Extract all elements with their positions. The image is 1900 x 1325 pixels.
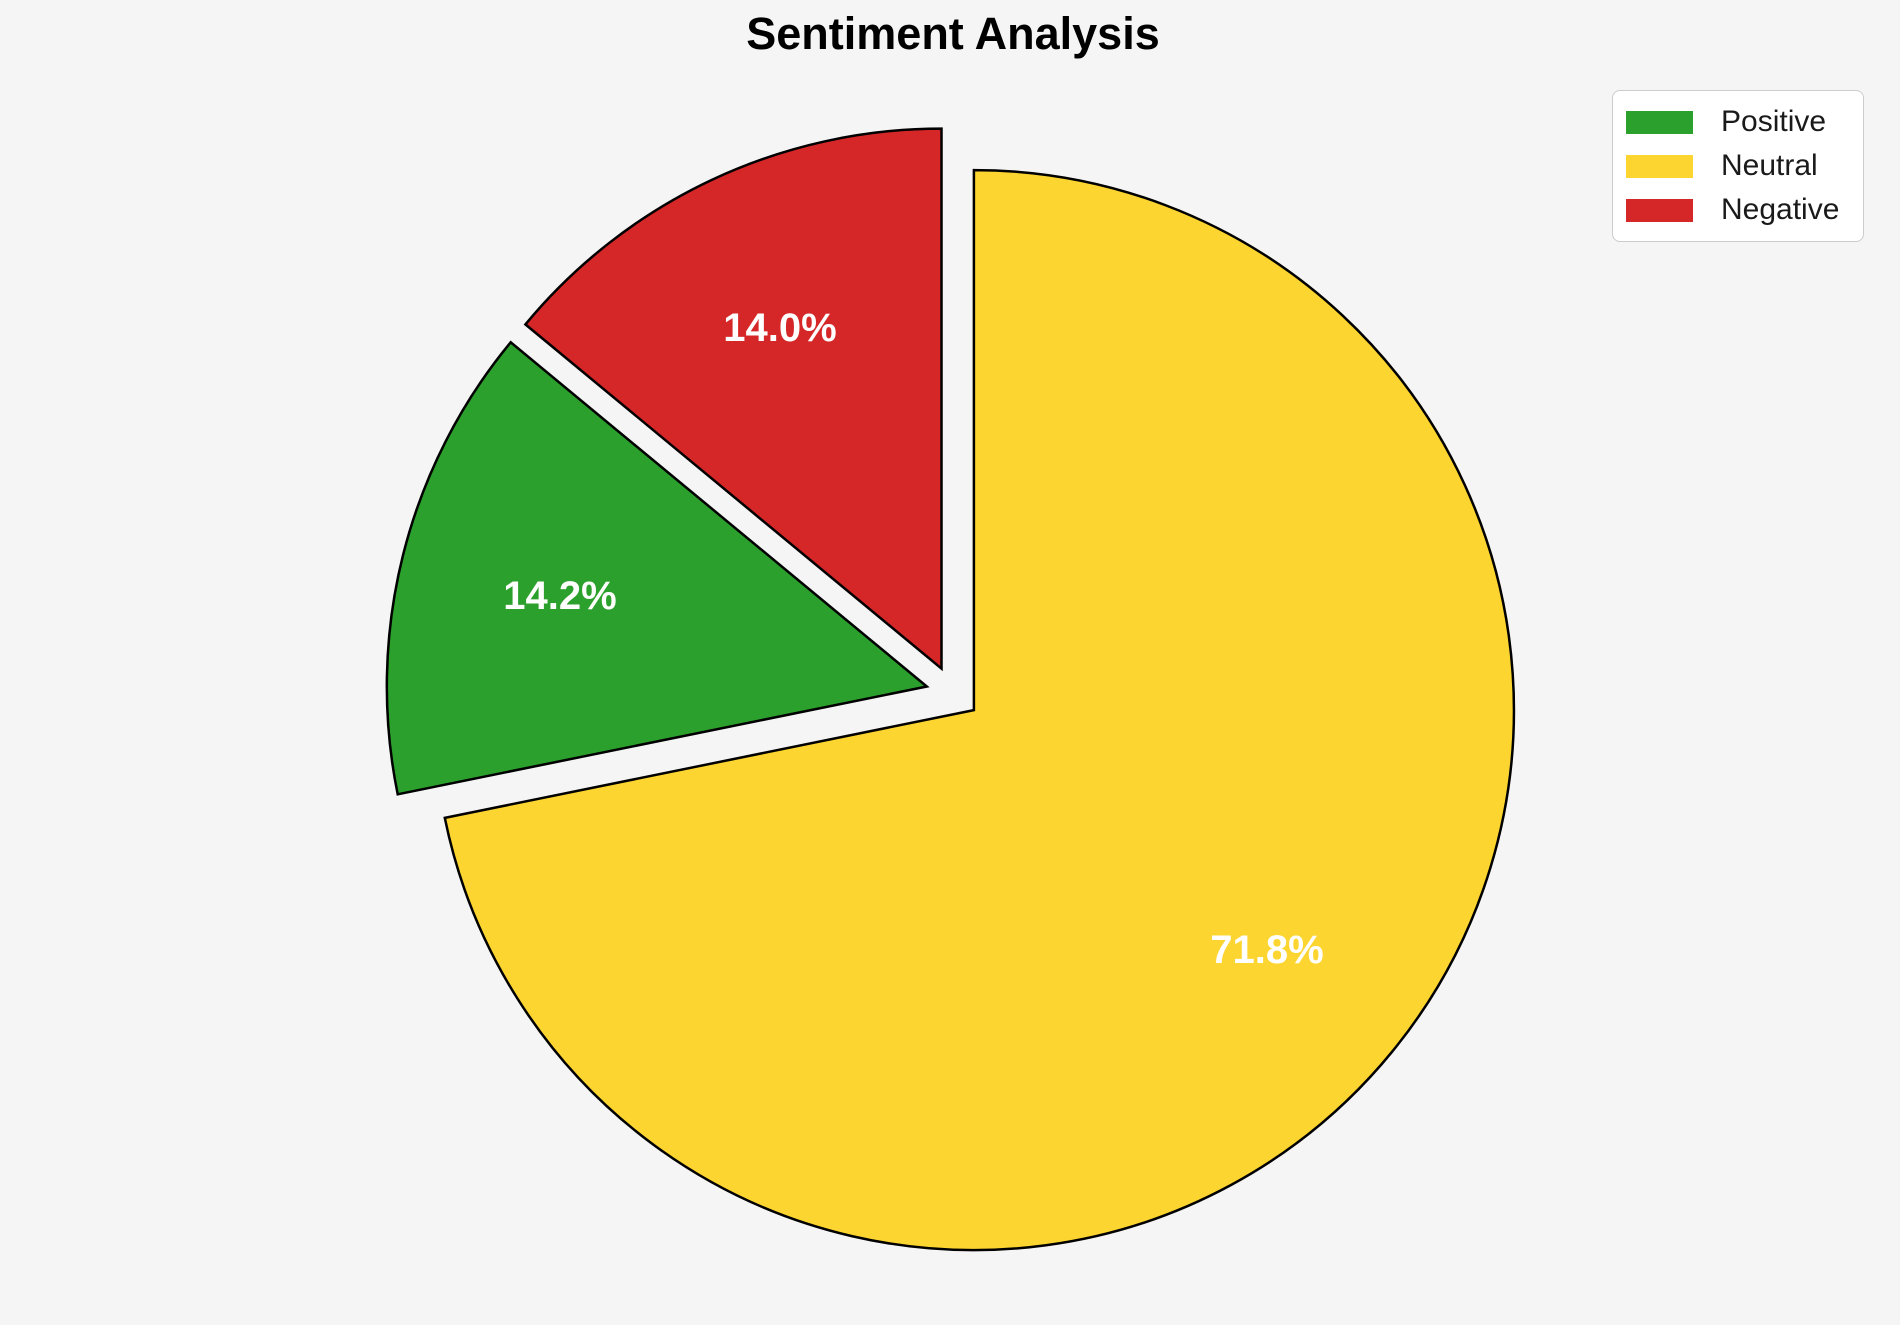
legend-row-positive: Positive [1613, 105, 1863, 139]
legend-swatch-negative [1626, 198, 1693, 222]
legend-label-neutral: Neutral [1721, 149, 1818, 182]
legend-row-negative: Negative [1613, 193, 1863, 227]
legend-row-neutral: Neutral [1613, 149, 1863, 183]
legend-swatch-neutral [1626, 154, 1693, 178]
legend: Positive Neutral Negative [1612, 90, 1864, 242]
legend-swatch-positive [1626, 110, 1693, 134]
legend-label-negative: Negative [1721, 193, 1840, 226]
pct-label-neutral: 71.8% [1210, 928, 1323, 972]
pie-slice-neutral [443, 168, 1516, 1252]
pie-slice-positive [385, 340, 930, 796]
legend-label-positive: Positive [1721, 105, 1827, 138]
chart-title: Sentiment Analysis [746, 8, 1160, 59]
pie-slice-negative [523, 127, 943, 672]
pct-label-positive: 14.2% [503, 574, 616, 618]
pct-label-negative: 14.0% [723, 306, 836, 350]
